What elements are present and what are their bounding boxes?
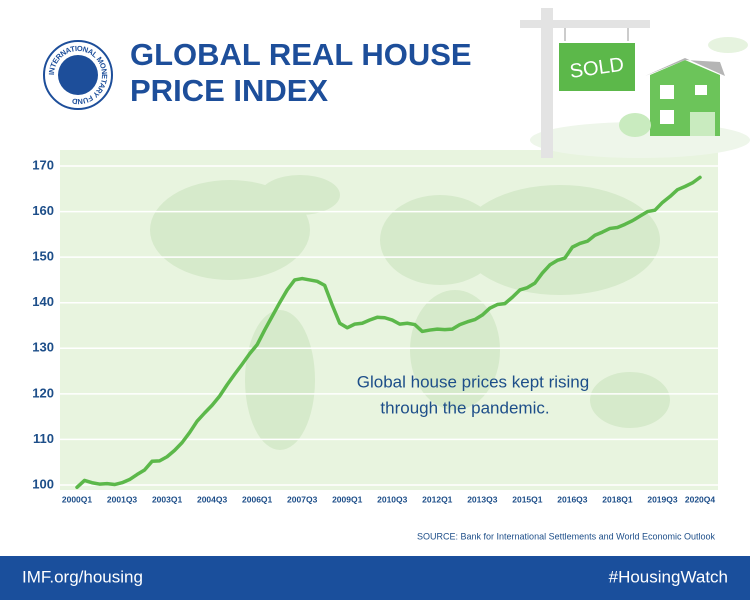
x-tick-label: 2006Q1: [242, 494, 273, 504]
world-map: [150, 175, 670, 450]
x-tick-label: 2012Q1: [422, 494, 453, 504]
x-tick-label: 2003Q1: [152, 494, 183, 504]
x-tick-label: 2000Q1: [62, 494, 93, 504]
x-tick-label: 2019Q3: [647, 494, 678, 504]
x-tick-label: 2010Q3: [377, 494, 408, 504]
x-tick-label: 2007Q3: [287, 494, 318, 504]
x-tick-label: 2018Q1: [602, 494, 633, 504]
annotation: Global house prices kept rising: [357, 372, 589, 391]
chart-title: PRICE INDEX: [130, 73, 328, 108]
x-tick-label: 2020Q4: [685, 494, 716, 504]
x-tick-label: 2009Q1: [332, 494, 363, 504]
y-tick-label: 140: [32, 294, 54, 309]
y-tick-label: 130: [32, 340, 54, 355]
y-tick-label: 160: [32, 203, 54, 218]
data-line: [75, 175, 702, 490]
y-tick-label: 120: [32, 385, 54, 400]
y-tick-label: 150: [32, 249, 54, 264]
chart-title: GLOBAL REAL HOUSE: [130, 37, 472, 72]
illustration: [520, 8, 750, 158]
logo: INTERNATIONAL MONETARY FUND: [43, 40, 113, 110]
footer-link[interactable]: IMF.org/housing: [22, 567, 143, 586]
x-tick-label: 2015Q1: [512, 494, 543, 504]
y-tick-label: 110: [33, 431, 54, 446]
x-tick-label: 2016Q3: [557, 494, 588, 504]
x-tick-label: 2001Q3: [107, 494, 138, 504]
annotation: through the pandemic.: [380, 398, 549, 417]
footer-bar: [0, 556, 750, 600]
x-tick-label: 2004Q3: [197, 494, 228, 504]
footer-hashtag: #HousingWatch: [609, 567, 728, 586]
y-tick-label: 170: [32, 157, 54, 172]
x-tick-label: 2013Q3: [467, 494, 498, 504]
source: SOURCE: Bank for International Settlemen…: [417, 531, 715, 541]
y-tick-label: 100: [32, 476, 54, 491]
